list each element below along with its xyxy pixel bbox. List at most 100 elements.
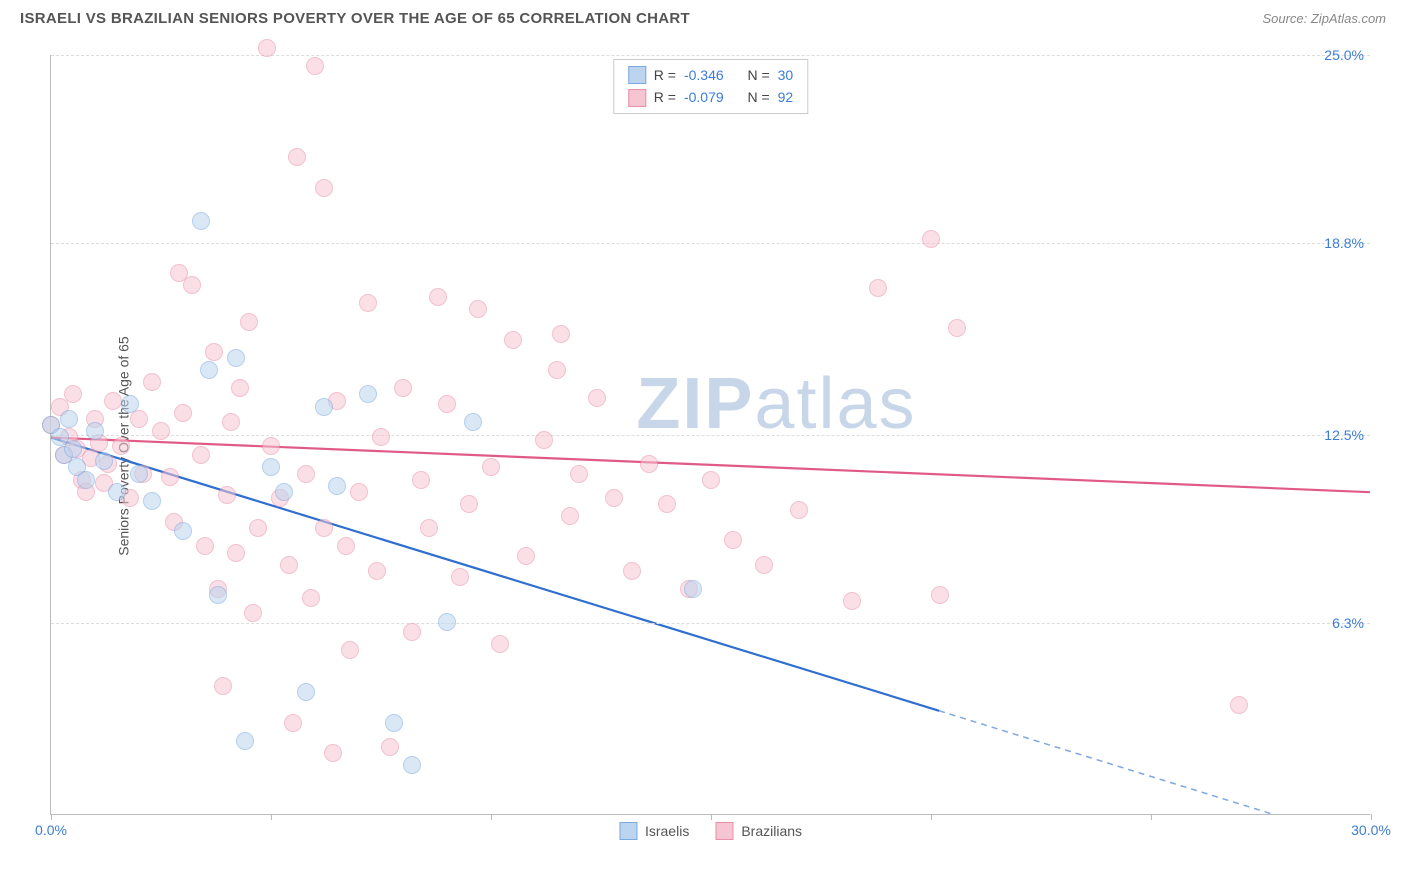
data-point bbox=[161, 468, 179, 486]
source-attribution: Source: ZipAtlas.com bbox=[1262, 11, 1386, 26]
data-point bbox=[249, 519, 267, 537]
chart-area: ZIPatlas R = -0.346 N = 30 R = -0.079 N … bbox=[50, 55, 1370, 815]
x-tick-label: 0.0% bbox=[35, 822, 67, 838]
y-tick-label: 18.8% bbox=[1324, 235, 1364, 251]
data-point bbox=[174, 404, 192, 422]
data-point bbox=[482, 458, 500, 476]
data-point bbox=[548, 361, 566, 379]
data-point bbox=[288, 148, 306, 166]
data-point bbox=[306, 57, 324, 75]
data-point bbox=[108, 483, 126, 501]
x-tick-mark bbox=[711, 814, 712, 820]
data-point bbox=[412, 471, 430, 489]
data-point bbox=[337, 537, 355, 555]
data-point bbox=[86, 422, 104, 440]
legend-row-brazilians: R = -0.079 N = 92 bbox=[628, 86, 793, 108]
data-point bbox=[504, 331, 522, 349]
data-point bbox=[192, 212, 210, 230]
data-point bbox=[200, 361, 218, 379]
watermark-strong: ZIP bbox=[636, 364, 754, 444]
n-label: N = bbox=[747, 64, 769, 86]
data-point bbox=[227, 349, 245, 367]
data-point bbox=[152, 422, 170, 440]
y-tick-label: 6.3% bbox=[1332, 615, 1364, 631]
data-point bbox=[130, 465, 148, 483]
data-point bbox=[192, 446, 210, 464]
data-point bbox=[623, 562, 641, 580]
data-point bbox=[205, 343, 223, 361]
data-point bbox=[231, 379, 249, 397]
data-point bbox=[922, 230, 940, 248]
swatch-israelis bbox=[628, 66, 646, 84]
data-point bbox=[60, 410, 78, 428]
data-point bbox=[552, 325, 570, 343]
data-point bbox=[236, 732, 254, 750]
swatch-israelis bbox=[619, 822, 637, 840]
y-tick-label: 25.0% bbox=[1324, 47, 1364, 63]
data-point bbox=[403, 756, 421, 774]
r-value-israelis: -0.346 bbox=[684, 64, 724, 86]
correlation-legend: R = -0.346 N = 30 R = -0.079 N = 92 bbox=[613, 59, 808, 114]
data-point bbox=[214, 677, 232, 695]
data-point bbox=[121, 395, 139, 413]
data-point bbox=[372, 428, 390, 446]
r-value-brazilians: -0.079 bbox=[684, 86, 724, 108]
data-point bbox=[451, 568, 469, 586]
data-point bbox=[143, 492, 161, 510]
data-point bbox=[315, 179, 333, 197]
data-point bbox=[64, 440, 82, 458]
data-point bbox=[724, 531, 742, 549]
data-point bbox=[130, 410, 148, 428]
data-point bbox=[209, 586, 227, 604]
data-point bbox=[297, 465, 315, 483]
data-point bbox=[359, 385, 377, 403]
legend-label-brazilians: Brazilians bbox=[741, 823, 802, 839]
legend-row-israelis: R = -0.346 N = 30 bbox=[628, 64, 793, 86]
swatch-brazilians bbox=[715, 822, 733, 840]
r-label: R = bbox=[654, 86, 676, 108]
data-point bbox=[315, 398, 333, 416]
gridline bbox=[51, 243, 1370, 244]
x-tick-mark bbox=[491, 814, 492, 820]
x-tick-mark bbox=[51, 814, 52, 820]
data-point bbox=[702, 471, 720, 489]
data-point bbox=[588, 389, 606, 407]
legend-entry-brazilians: Brazilians bbox=[715, 822, 802, 840]
data-point bbox=[381, 738, 399, 756]
data-point bbox=[385, 714, 403, 732]
plot-region: ZIPatlas R = -0.346 N = 30 R = -0.079 N … bbox=[50, 55, 1370, 815]
data-point bbox=[302, 589, 320, 607]
data-point bbox=[240, 313, 258, 331]
data-point bbox=[297, 683, 315, 701]
x-tick-mark bbox=[271, 814, 272, 820]
x-tick-mark bbox=[931, 814, 932, 820]
data-point bbox=[843, 592, 861, 610]
data-point bbox=[948, 319, 966, 337]
data-point bbox=[403, 623, 421, 641]
data-point bbox=[222, 413, 240, 431]
data-point bbox=[262, 437, 280, 455]
data-point bbox=[244, 604, 262, 622]
data-point bbox=[324, 744, 342, 762]
data-point bbox=[535, 431, 553, 449]
data-point bbox=[174, 522, 192, 540]
data-point bbox=[196, 537, 214, 555]
data-point bbox=[438, 613, 456, 631]
data-point bbox=[755, 556, 773, 574]
data-point bbox=[460, 495, 478, 513]
legend-label-israelis: Israelis bbox=[645, 823, 689, 839]
data-point bbox=[464, 413, 482, 431]
series-legend: Israelis Brazilians bbox=[619, 822, 802, 840]
data-point bbox=[931, 586, 949, 604]
data-point bbox=[64, 385, 82, 403]
data-point bbox=[517, 547, 535, 565]
data-point bbox=[491, 635, 509, 653]
data-point bbox=[350, 483, 368, 501]
n-value-brazilians: 92 bbox=[778, 86, 794, 108]
data-point bbox=[280, 556, 298, 574]
y-tick-label: 12.5% bbox=[1324, 427, 1364, 443]
data-point bbox=[183, 276, 201, 294]
data-point bbox=[790, 501, 808, 519]
watermark: ZIPatlas bbox=[636, 363, 916, 445]
data-point bbox=[605, 489, 623, 507]
